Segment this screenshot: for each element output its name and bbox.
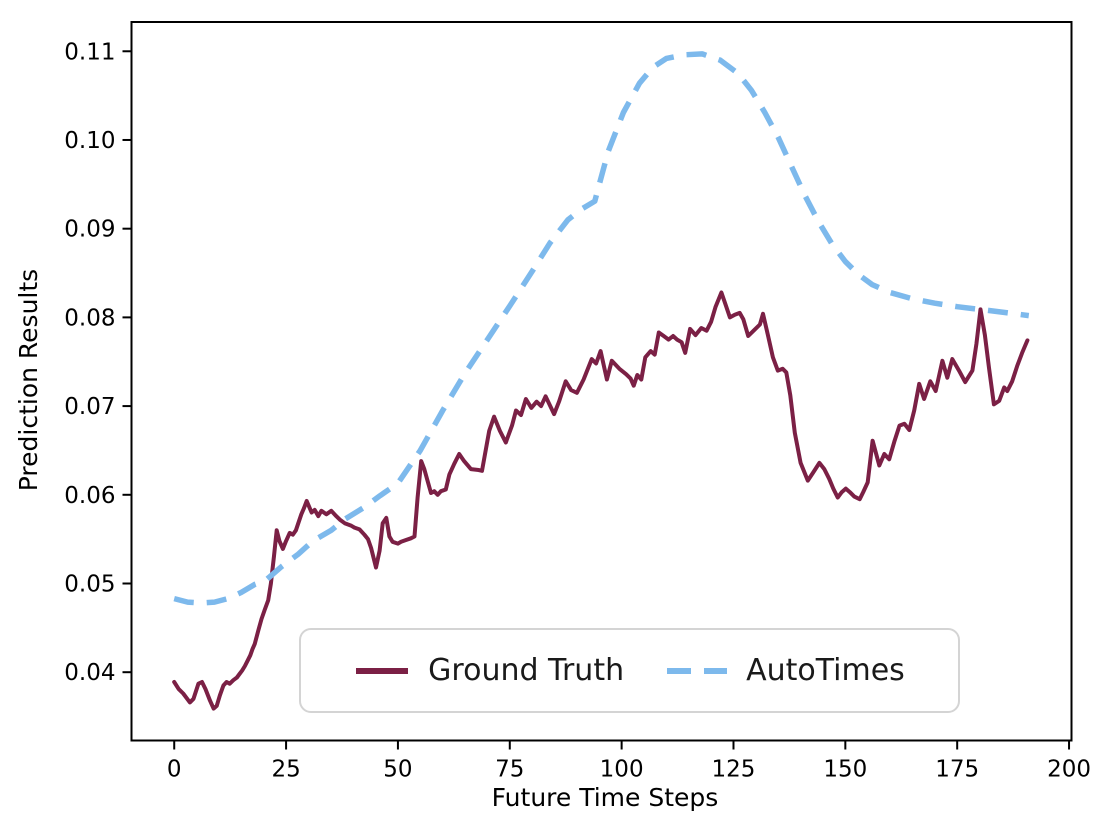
y-tick-label: 0.10 <box>64 128 115 154</box>
autotimes-line <box>173 51 1030 606</box>
y-tick-label: 0.09 <box>64 217 115 243</box>
x-axis-title: Future Time Steps <box>491 783 719 812</box>
legend-label-autotimes: AutoTimes <box>746 653 905 688</box>
y-tick-label: 0.05 <box>64 571 115 597</box>
x-tick-label: 25 <box>271 757 300 783</box>
legend-item-ground-truth: Ground Truth <box>354 653 624 688</box>
legend-label-ground-truth: Ground Truth <box>428 653 625 688</box>
x-tick-label: 0 <box>167 757 182 783</box>
y-tick-label: 0.11 <box>64 39 115 65</box>
ground-truth-line-swatch <box>356 667 409 674</box>
y-tick-label: 0.08 <box>64 305 115 331</box>
x-tick-label: 75 <box>495 757 524 783</box>
x-tick-label: 100 <box>600 757 644 783</box>
y-tick-label: 0.04 <box>64 660 115 686</box>
legend-item-autotimes: AutoTimes <box>666 653 905 688</box>
x-tick-label: 125 <box>712 757 756 783</box>
x-tick-label: 150 <box>823 757 867 783</box>
x-tick-label: 200 <box>1047 757 1091 783</box>
ground-truth-line <box>172 290 1030 711</box>
y-tick-label: 0.07 <box>64 394 115 420</box>
x-tick-label: 175 <box>935 757 979 783</box>
plot-border <box>130 21 1073 742</box>
autotimes-line-swatch <box>667 667 728 674</box>
y-tick-label: 0.06 <box>64 483 115 509</box>
x-tick-label: 50 <box>383 757 412 783</box>
legend: Ground Truth AutoTimes <box>299 628 960 713</box>
y-axis-title: Prediction Results <box>14 268 43 492</box>
